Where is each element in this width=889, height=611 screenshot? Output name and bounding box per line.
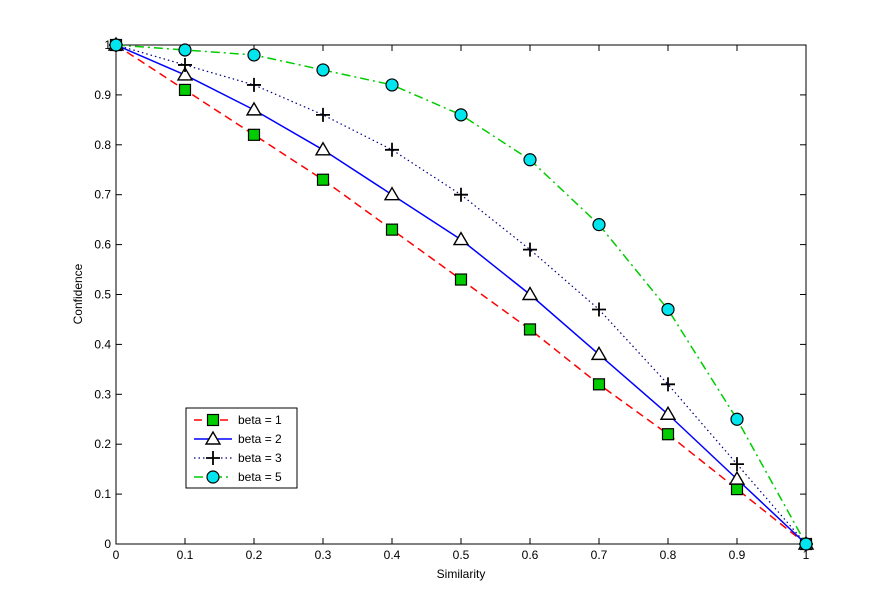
- y-tick-label: 0.2: [94, 437, 111, 451]
- y-tick-label: 0.6: [94, 238, 111, 252]
- legend-label: beta = 1: [238, 413, 282, 427]
- data-point: [385, 223, 399, 236]
- y-tick-label: 1: [104, 38, 111, 52]
- x-tick-label: 0: [113, 548, 120, 562]
- series-layer: [107, 36, 815, 551]
- data-point: [728, 470, 746, 485]
- series-4: [109, 38, 813, 551]
- data-point: [592, 378, 606, 391]
- data-point: [314, 141, 332, 156]
- legend-box: [185, 407, 298, 489]
- legend-entry: beta = 2: [194, 430, 282, 446]
- y-tick-label: 0: [104, 537, 111, 551]
- x-tick-label: 0.3: [315, 548, 332, 562]
- y-tick-label: 0.1: [94, 487, 111, 501]
- legend-entry: beta = 1: [194, 413, 282, 427]
- legend-marker: [206, 451, 220, 465]
- data-point: [454, 187, 468, 202]
- data-point: [799, 537, 813, 551]
- data-point: [730, 457, 744, 472]
- legend-entry: beta = 3: [194, 451, 282, 465]
- data-point: [385, 142, 399, 157]
- x-tick-label: 1: [803, 548, 810, 562]
- axis-ticks: 0 0.1 0.2 0.3 0.4 0.5 0.6 0.7 0.8 0.9 1 0 0.1 0.2 0.3 0…: [94, 38, 809, 562]
- data-point: [245, 101, 263, 116]
- data-point: [178, 43, 192, 57]
- data-point: [661, 377, 675, 392]
- x-tick-label: 0.4: [384, 548, 401, 562]
- data-point: [178, 57, 192, 72]
- legend-entry: beta = 5: [194, 470, 282, 484]
- legend: beta = 1 beta = 2 beta = 3 beta = 5: [185, 407, 298, 489]
- y-axis-label: Confidence: [71, 263, 85, 324]
- y-tick-label: 0.8: [94, 138, 111, 152]
- data-point: [385, 78, 399, 92]
- data-point: [316, 173, 330, 186]
- data-point: [316, 107, 330, 122]
- data-point: [247, 128, 261, 141]
- data-point: [454, 273, 468, 286]
- data-point: [109, 38, 123, 52]
- legend-marker: [206, 470, 220, 484]
- y-tick-label: 0.5: [94, 288, 111, 302]
- x-tick-label: 0.7: [591, 548, 608, 562]
- data-point: [661, 302, 675, 317]
- data-point: [383, 186, 401, 201]
- data-point: [452, 231, 470, 246]
- series-line: [115, 44, 807, 545]
- data-point: [523, 242, 537, 257]
- legend-label: beta = 5: [238, 470, 282, 484]
- x-axis-label: Similarity: [437, 567, 486, 581]
- data-point: [659, 405, 677, 420]
- data-point: [590, 345, 608, 361]
- data-point: [247, 77, 261, 92]
- x-tick-label: 0.5: [453, 548, 470, 562]
- x-tick-label: 0.2: [246, 548, 263, 562]
- y-tick-label: 0.3: [94, 387, 111, 401]
- y-tick-label: 0.9: [94, 88, 111, 102]
- data-point: [523, 323, 537, 336]
- y-tick-label: 0.4: [94, 337, 111, 351]
- data-point: [521, 286, 539, 301]
- data-point: [454, 108, 468, 122]
- legend-marker: [204, 430, 222, 445]
- data-point: [247, 48, 261, 62]
- data-point: [730, 412, 744, 426]
- y-tick-label: 0.7: [94, 188, 111, 202]
- data-point: [592, 218, 606, 232]
- x-tick-label: 0.1: [177, 548, 194, 562]
- data-point: [316, 63, 330, 77]
- legend-label: beta = 2: [238, 432, 282, 446]
- data-point: [176, 66, 194, 81]
- x-tick-label: 0.6: [522, 548, 539, 562]
- x-tick-label: 0.9: [729, 548, 746, 562]
- data-point: [592, 302, 606, 317]
- data-point: [661, 428, 675, 441]
- legend-marker: [206, 413, 220, 427]
- data-point: [178, 83, 192, 97]
- data-point: [730, 483, 744, 496]
- x-tick-label: 0.8: [660, 548, 677, 562]
- data-point: [523, 153, 537, 167]
- legend-label: beta = 3: [238, 451, 282, 465]
